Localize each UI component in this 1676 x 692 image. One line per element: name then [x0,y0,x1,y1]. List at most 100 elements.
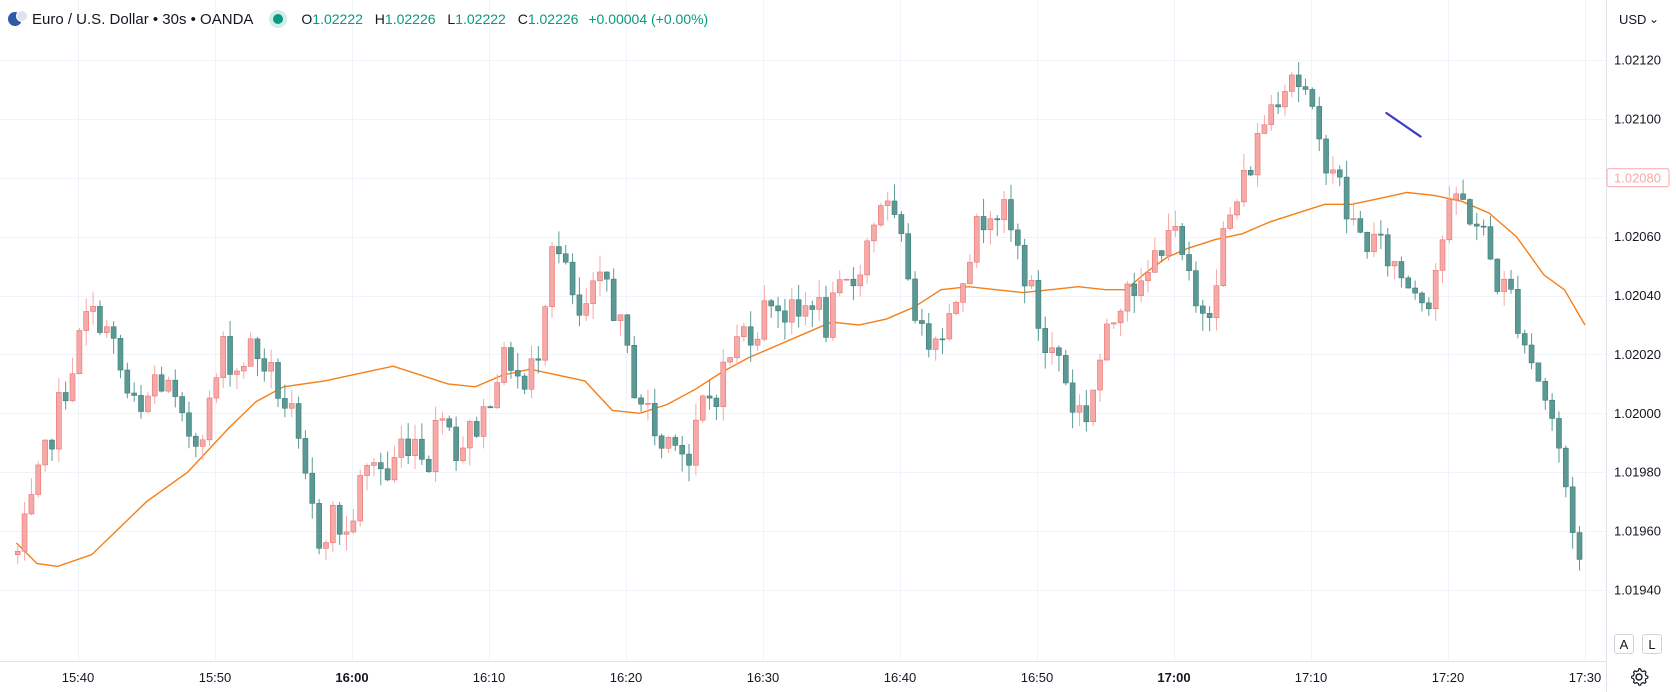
candle-body [658,435,665,449]
currency-selector-button[interactable]: USD ⌄ [1612,6,1666,32]
candle-body [521,375,528,390]
candle-body [1193,270,1199,307]
candle-body [1384,234,1391,267]
candle [720,349,727,421]
candle-body [1453,193,1460,201]
candle [556,231,562,264]
candle [1254,123,1261,187]
candle [69,357,76,402]
market-status-indicator[interactable] [267,8,289,30]
auto-scale-button[interactable]: A [1614,634,1634,654]
candle [193,432,199,458]
candle [960,283,966,313]
candle [1467,198,1473,226]
candle-body [76,330,83,375]
candle-body [124,369,131,394]
candle [1357,210,1364,234]
candle [809,300,816,328]
high-value: 1.02226 [384,11,436,27]
candle [90,291,96,325]
price-tick-label: 1.02000 [1614,406,1661,421]
candle [1090,389,1096,427]
candle [973,213,980,269]
time-tick-label: 17:30 [1569,670,1602,685]
candle-body [56,392,62,450]
candle [665,435,672,454]
candle [1384,228,1391,277]
log-scale-button[interactable]: L [1642,634,1662,654]
candle [14,545,21,565]
candle [145,391,151,414]
candle-body [446,418,453,428]
price-tick-label: 1.02020 [1614,347,1661,362]
candle-body [323,542,329,549]
symbol-title[interactable]: Euro / U.S. Dollar • 30s • OANDA [32,10,254,28]
candle-body [1206,313,1213,318]
candle-body [528,358,535,390]
candle [1432,263,1439,321]
candle [254,336,261,377]
candle [1049,332,1055,365]
candle-body [97,306,103,333]
candle [1261,114,1268,135]
candle-body [1549,399,1555,419]
candle [617,314,624,336]
candle-body [350,520,357,533]
candle [138,385,144,419]
candle [542,304,548,366]
candle-body [631,344,638,399]
candle [1076,394,1083,427]
change-value: +0.00004 (+0.00%) [588,11,709,27]
candle-body [254,338,261,360]
candle-body [1343,176,1350,220]
candle-body [535,358,542,361]
candle-body [549,246,555,308]
time-axis[interactable]: 15:40 15:50 16:00 16:10 16:20 16:30 16:40 16:50… [62,670,1602,685]
candle [453,416,459,471]
candle-body [1008,199,1014,231]
low-value: 1.02222 [455,11,506,27]
candle-body [103,326,110,333]
candle [425,455,432,473]
candle-body [679,445,685,455]
candle-body [1569,486,1576,533]
candle [28,478,35,516]
candle-body [391,457,398,481]
candle-body [1186,254,1192,271]
candle [1302,78,1309,95]
candle-body [1275,104,1281,108]
candle [1008,184,1014,242]
candle-body [69,373,76,402]
candle [1289,71,1295,98]
candle [1131,272,1138,313]
candlestick-series[interactable] [14,62,1583,571]
candle [1138,267,1144,303]
candle [1275,91,1281,115]
trendline-drawing[interactable] [1385,111,1422,138]
candle [1528,333,1535,370]
candle-body [494,382,501,409]
candle [1405,275,1412,289]
candle [336,501,343,545]
candle [939,328,946,355]
candle-body [686,453,692,466]
candle [1234,199,1240,220]
candle-body [1090,389,1096,423]
candle [1487,215,1494,261]
candle-body [240,366,247,372]
candle [1145,260,1151,293]
candle-body [973,216,980,263]
candle-body [802,305,809,317]
candle [261,348,268,382]
price-axis[interactable]: 1.02120 1.02100 1.02080 1.02060 1.02040 1.020… [1614,53,1661,598]
candle [1453,186,1460,215]
candle-body [1432,269,1439,310]
candle-body [912,278,918,321]
candle [830,281,836,341]
gear-icon[interactable] [1628,666,1650,688]
candle [364,463,370,491]
chevron-down-icon: ⌄ [1648,12,1659,26]
candle-body [1083,405,1090,423]
